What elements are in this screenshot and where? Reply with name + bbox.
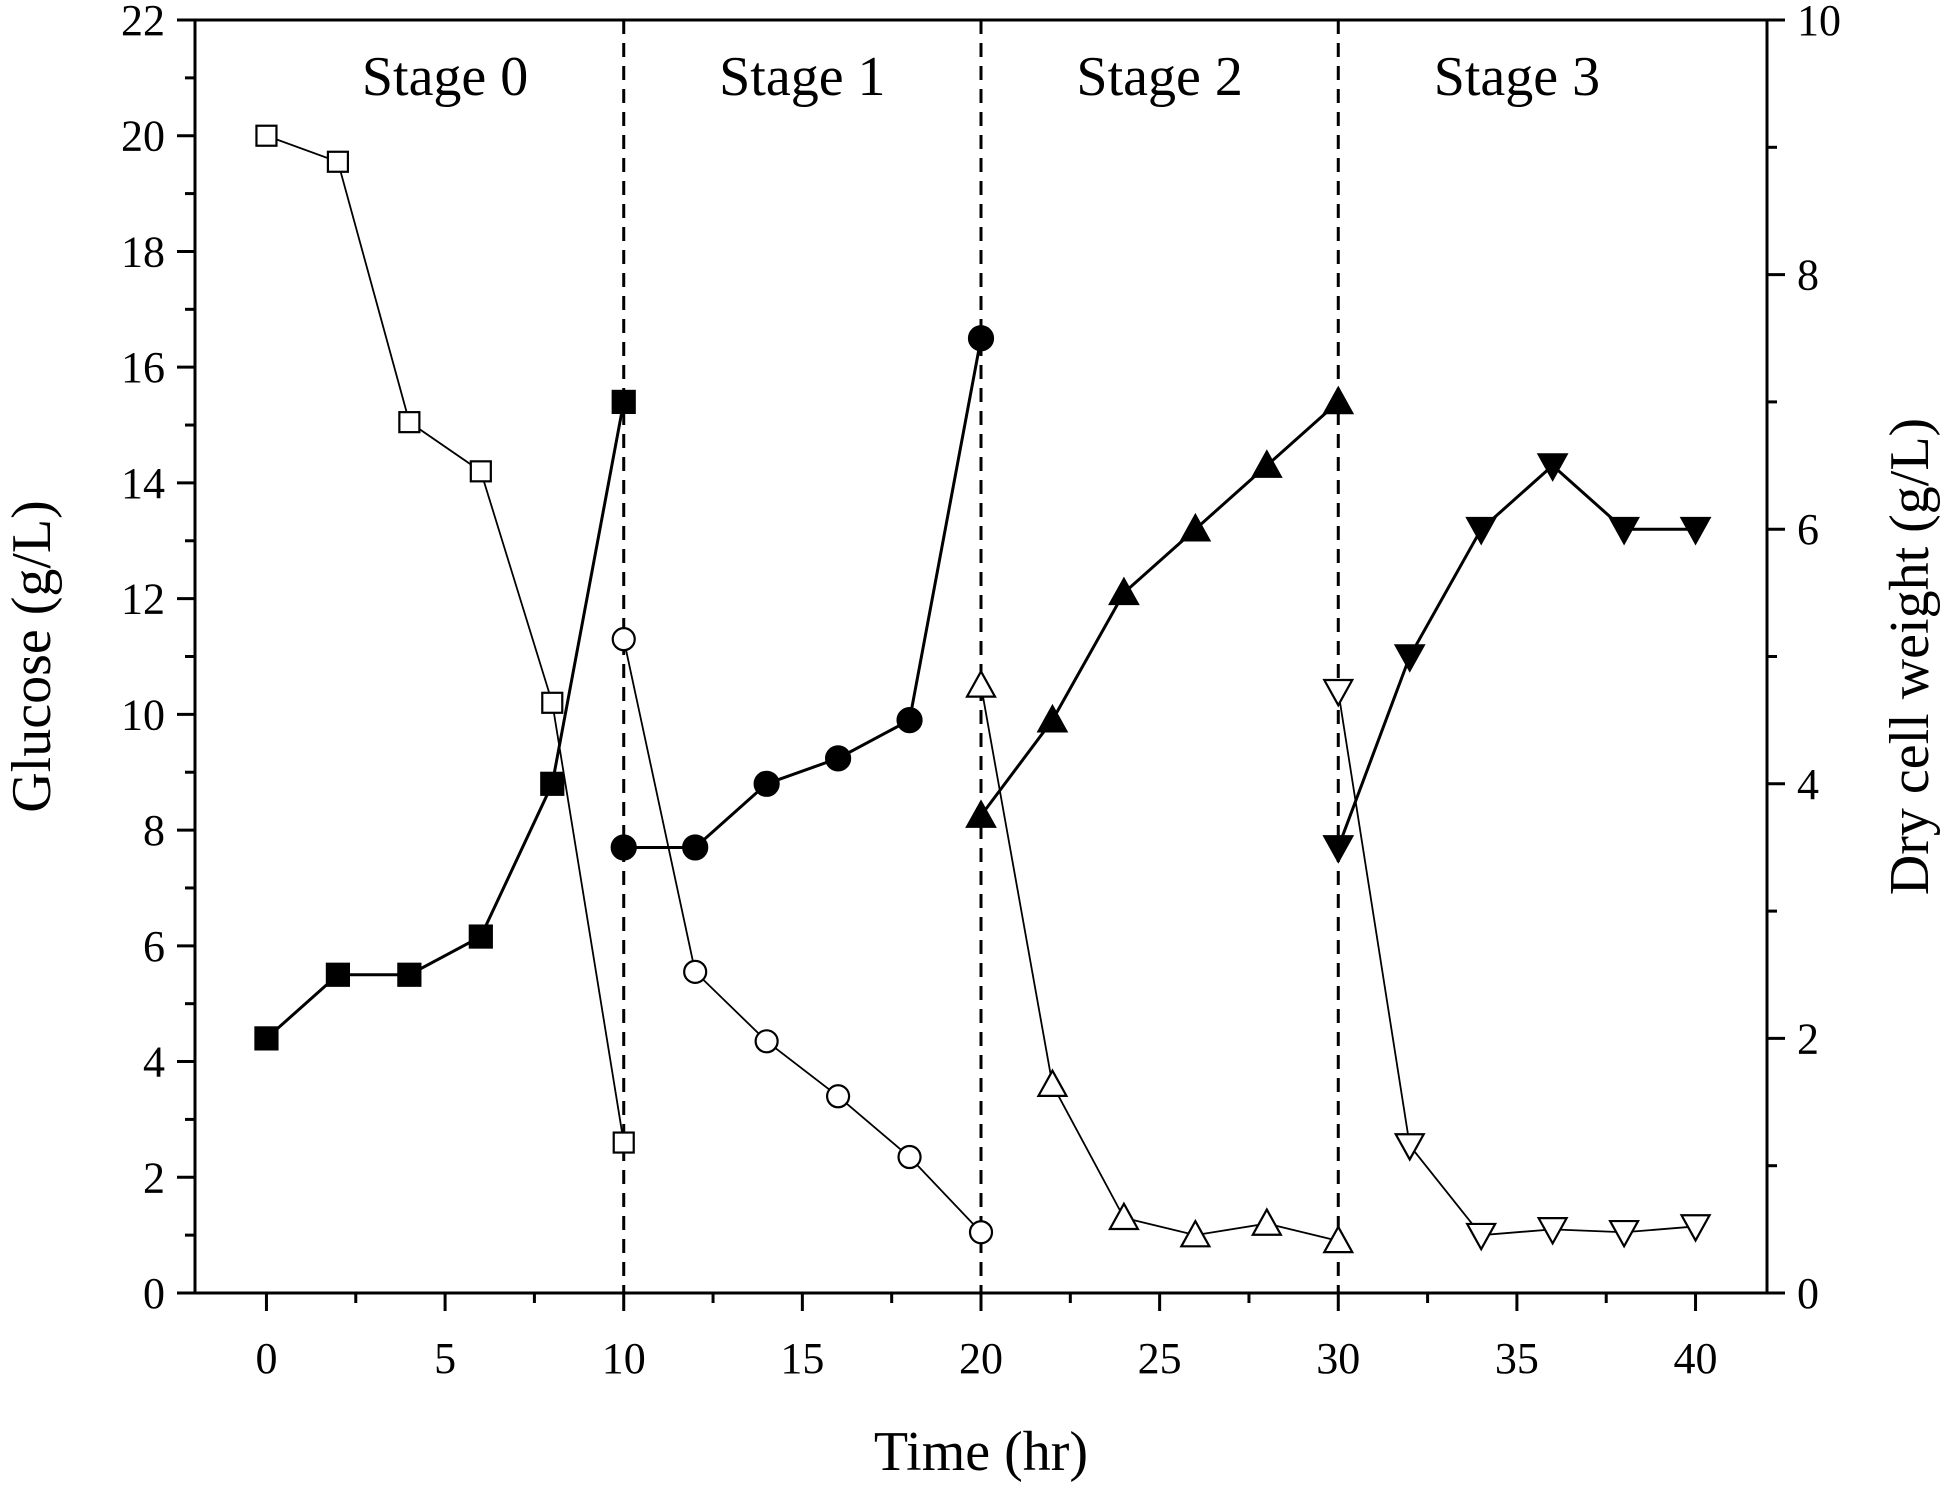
data-point-triangle-up bbox=[1250, 1207, 1283, 1236]
data-point-triangle-down bbox=[1608, 516, 1640, 546]
data-point-triangle-down bbox=[1322, 835, 1355, 864]
data-point-square bbox=[541, 691, 564, 714]
series-line-8 bbox=[1336, 463, 1696, 848]
data-point-square bbox=[325, 962, 351, 987]
y-right-tick-label: 0 bbox=[1797, 1269, 1819, 1318]
x-tick-label: 10 bbox=[602, 1334, 646, 1383]
data-point-triangle-down bbox=[1608, 1219, 1640, 1249]
data-point-triangle-up bbox=[1250, 449, 1283, 478]
y-left-tick-label: 0 bbox=[143, 1269, 165, 1318]
x-tick-label: 5 bbox=[434, 1334, 456, 1383]
data-point-triangle-down bbox=[1393, 644, 1426, 673]
data-point-triangle-up bbox=[1322, 1224, 1355, 1254]
y-axis-left-title: Glucose (g/L) bbox=[1, 500, 63, 813]
stage-label: Stage 3 bbox=[1434, 46, 1600, 108]
data-point-triangle-up bbox=[1322, 385, 1355, 415]
stage-label: Stage 1 bbox=[719, 46, 885, 108]
data-point-circle bbox=[754, 1029, 779, 1054]
series-line-6 bbox=[979, 400, 1340, 817]
y-left-tick-label: 12 bbox=[121, 575, 165, 624]
y-left-tick-label: 20 bbox=[121, 112, 165, 161]
data-point-circle bbox=[896, 707, 923, 734]
data-point-triangle-down bbox=[1465, 516, 1498, 546]
series-line-2 bbox=[265, 401, 626, 1040]
series-line-3 bbox=[622, 638, 982, 1233]
y-left-tick-label: 16 bbox=[121, 343, 165, 392]
data-point-triangle-down bbox=[1536, 453, 1569, 482]
data-point-triangle-down bbox=[1322, 678, 1355, 708]
y-right-tick-label: 10 bbox=[1797, 0, 1841, 45]
data-point-square bbox=[326, 150, 350, 173]
data-point-triangle-down bbox=[1679, 516, 1712, 546]
data-point-triangle-up bbox=[1036, 1068, 1069, 1097]
stage-label: Stage 0 bbox=[362, 46, 528, 108]
data-point-square bbox=[398, 411, 421, 434]
data-point-circle bbox=[897, 1144, 922, 1170]
data-point-triangle-up bbox=[1108, 1201, 1140, 1231]
x-axis-title: Time (hr) bbox=[874, 1421, 1088, 1483]
data-point-circle bbox=[825, 1084, 851, 1109]
data-point-triangle-down bbox=[1679, 1214, 1712, 1243]
data-point-circle bbox=[682, 834, 709, 861]
x-tick-label: 40 bbox=[1674, 1334, 1718, 1383]
data-point-square bbox=[254, 1026, 279, 1051]
y-axis-right-title: Dry cell weight (g/L) bbox=[1879, 418, 1941, 895]
data-point-circle bbox=[824, 745, 852, 772]
data-point-triangle-up bbox=[965, 799, 997, 828]
data-point-triangle-up bbox=[965, 669, 997, 698]
data-point-square bbox=[397, 962, 422, 987]
x-tick-label: 15 bbox=[780, 1334, 824, 1383]
data-point-square bbox=[612, 1131, 635, 1154]
x-tick-label: 0 bbox=[255, 1334, 277, 1383]
x-tick-label: 30 bbox=[1316, 1334, 1360, 1383]
data-point-triangle-down bbox=[1393, 1133, 1426, 1162]
y-right-tick-label: 8 bbox=[1797, 251, 1819, 300]
data-point-square bbox=[468, 924, 493, 949]
x-tick-label: 20 bbox=[959, 1334, 1003, 1383]
y-right-tick-label: 4 bbox=[1797, 760, 1819, 809]
data-point-square bbox=[540, 771, 565, 796]
y-left-tick-label: 14 bbox=[121, 459, 165, 508]
data-point-circle bbox=[610, 834, 637, 861]
data-point-square bbox=[611, 389, 636, 414]
y-left-tick-label: 22 bbox=[121, 0, 165, 45]
data-point-triangle-up bbox=[1108, 576, 1140, 606]
data-point-triangle-up bbox=[1179, 1218, 1212, 1248]
data-point-circle bbox=[611, 627, 636, 652]
y-right-tick-label: 2 bbox=[1797, 1014, 1819, 1063]
x-tick-label: 25 bbox=[1138, 1334, 1182, 1383]
y-left-tick-label: 2 bbox=[143, 1153, 165, 1202]
data-point-triangle-up bbox=[1036, 703, 1069, 733]
data-point-circle bbox=[683, 959, 708, 984]
data-point-triangle-up bbox=[1179, 512, 1212, 542]
y-left-tick-label: 10 bbox=[121, 690, 165, 739]
series-line-5 bbox=[980, 685, 1339, 1242]
data-point-circle bbox=[967, 325, 995, 352]
series-line-7 bbox=[1337, 691, 1696, 1237]
data-point-square bbox=[469, 460, 492, 483]
y-left-tick-label: 4 bbox=[143, 1038, 165, 1087]
x-tick-label: 35 bbox=[1495, 1334, 1539, 1383]
y-left-tick-label: 6 bbox=[143, 922, 165, 971]
data-point-triangle-down bbox=[1536, 1217, 1569, 1246]
data-point-square bbox=[255, 124, 278, 147]
y-left-tick-label: 18 bbox=[121, 227, 165, 276]
y-right-tick-label: 6 bbox=[1797, 505, 1819, 554]
series-line-4 bbox=[623, 337, 983, 849]
data-point-circle bbox=[968, 1220, 994, 1245]
y-left-tick-label: 8 bbox=[143, 806, 165, 855]
data-point-triangle-down bbox=[1465, 1222, 1498, 1252]
data-point-circle bbox=[753, 770, 780, 797]
stage-label: Stage 2 bbox=[1076, 46, 1242, 108]
